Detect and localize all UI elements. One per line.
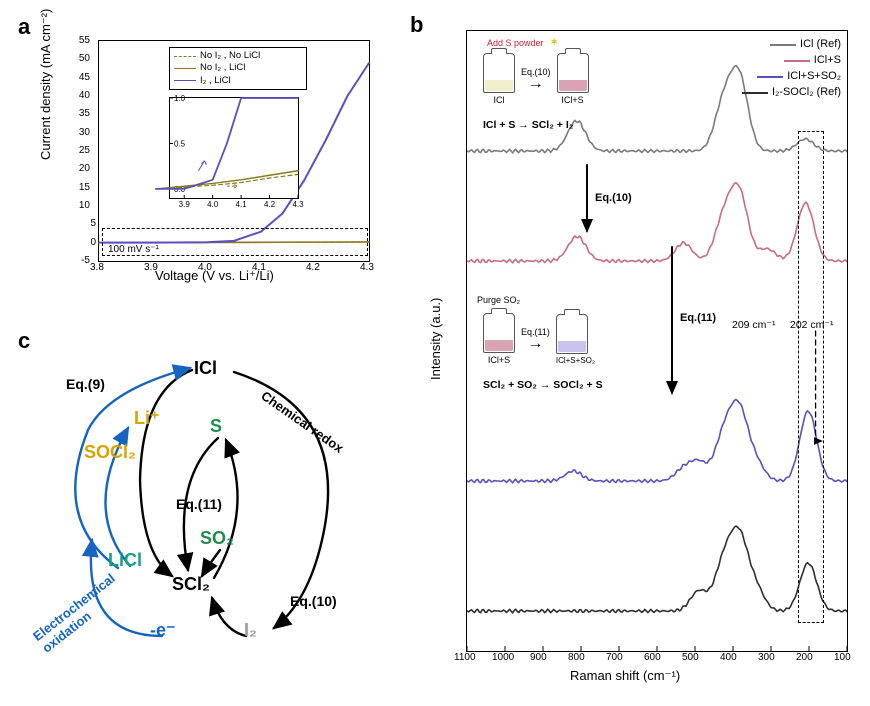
- node-icl: ICl: [194, 358, 217, 379]
- svg-text:4.1: 4.1: [236, 200, 248, 209]
- lb1: ICl+S: [814, 53, 841, 69]
- svg-text:1.0: 1.0: [174, 94, 186, 103]
- raman-plot: Eq.(10) Eq.(11) ICl (Ref) ICl+S ICl+S+SO₂…: [466, 30, 848, 652]
- svg-text:3.9: 3.9: [179, 200, 191, 209]
- rxn-text-2: SCl₂ + SO₂ → SOCl₂ + S: [483, 379, 603, 391]
- eq-eq9: Eq.(9): [66, 376, 105, 392]
- node-i2: I₂: [244, 620, 257, 641]
- peak-ann-209: 209 cm⁻¹: [732, 319, 775, 331]
- b3-cap: ICl+S: [483, 355, 515, 365]
- cycle-diagram: IClSSO₂SCl₂I₂LiClLi⁺SOCl₂-e⁻Eq.(9)Eq.(10…: [22, 340, 402, 680]
- b4-cap: ICl+S+SO₂: [556, 356, 595, 365]
- legend-a-2: I₂ , LiCl: [200, 75, 231, 87]
- panel-b: Intensity (a.u.) Raman shift (cm⁻¹) Eq.(…: [430, 20, 850, 680]
- b1-cap: ICl: [483, 95, 515, 105]
- scan-rate: 100 mV s⁻¹: [108, 244, 159, 255]
- svg-text:4.3: 4.3: [292, 200, 304, 209]
- lb3: I₂-SOCl₂ (Ref): [772, 85, 841, 101]
- legend-a-0: No I₂ , No LiCl: [200, 50, 260, 62]
- legend-a-1: No I₂ , LiCl: [200, 62, 245, 74]
- label-b: b: [410, 12, 423, 38]
- legend-a: No I₂ , No LiCl No I₂ , LiCl I₂ , LiCl: [169, 47, 307, 90]
- rxn-arrow-1: Eq.(10)→: [521, 67, 551, 91]
- svg-text:4.2: 4.2: [264, 200, 276, 209]
- svg-text:Eq.(11): Eq.(11): [680, 312, 716, 324]
- panel-a: Current density (mA cm⁻²) Voltage (V vs.…: [50, 30, 380, 290]
- legend-b: ICl (Ref) ICl+S ICl+S+SO₂ I₂-SOCl₂ (Ref): [742, 37, 841, 101]
- figure-root: a b c Current density (mA cm⁻²) Voltage …: [10, 10, 860, 696]
- purge-so2-label: Purge SO₂: [477, 295, 520, 305]
- svg-text:Eq.(10): Eq.(10): [595, 192, 632, 204]
- svg-text:4.0: 4.0: [207, 200, 219, 209]
- y-axis-label: Current density (mA cm⁻²): [38, 9, 54, 160]
- bottle-group-2: ICl+S Eq.(11)→ ICl+S+SO₂: [483, 313, 595, 365]
- node-scl2: SCl₂: [172, 574, 210, 595]
- bottle-group-1: ICl Eq.(10)→ ICl+S: [483, 53, 589, 105]
- lb2: ICl+S+SO₂: [787, 69, 841, 85]
- s-icon: ✶: [549, 35, 559, 49]
- raman-y-label: Intensity (a.u.): [428, 298, 443, 380]
- node-socl2: SOCl₂: [84, 442, 136, 463]
- node-e: -e⁻: [150, 620, 176, 641]
- label-a: a: [18, 14, 30, 40]
- rxn-arrow-2: Eq.(11)→: [521, 327, 550, 351]
- panel-c: IClSSO₂SCl₂I₂LiClLi⁺SOCl₂-e⁻Eq.(9)Eq.(10…: [22, 340, 402, 680]
- node-so2: SO₂: [200, 528, 234, 549]
- node-s: S: [210, 416, 222, 437]
- eq-eq10: Eq.(10): [290, 593, 337, 609]
- inset-plot: 3.94.04.14.24.30.00.51.0: [169, 97, 299, 199]
- main-plot: No I₂ , No LiCl No I₂ , LiCl I₂ , LiCl 3…: [98, 40, 370, 262]
- peak-dash-box: [798, 131, 825, 623]
- inset-svg: 3.94.04.14.24.30.00.51.0: [170, 98, 298, 198]
- svg-text:0.5: 0.5: [174, 139, 186, 148]
- eq-eq11: Eq.(11): [176, 496, 222, 512]
- rxn-text-1: ICl + S → SCl₂ + I₂: [483, 119, 573, 131]
- add-s-label: Add S powder: [487, 38, 544, 48]
- raman-x-label: Raman shift (cm⁻¹): [570, 668, 680, 684]
- node-li: Li⁺: [134, 408, 160, 429]
- lb0: ICl (Ref): [800, 37, 841, 53]
- b2-cap: ICl+S: [557, 95, 589, 105]
